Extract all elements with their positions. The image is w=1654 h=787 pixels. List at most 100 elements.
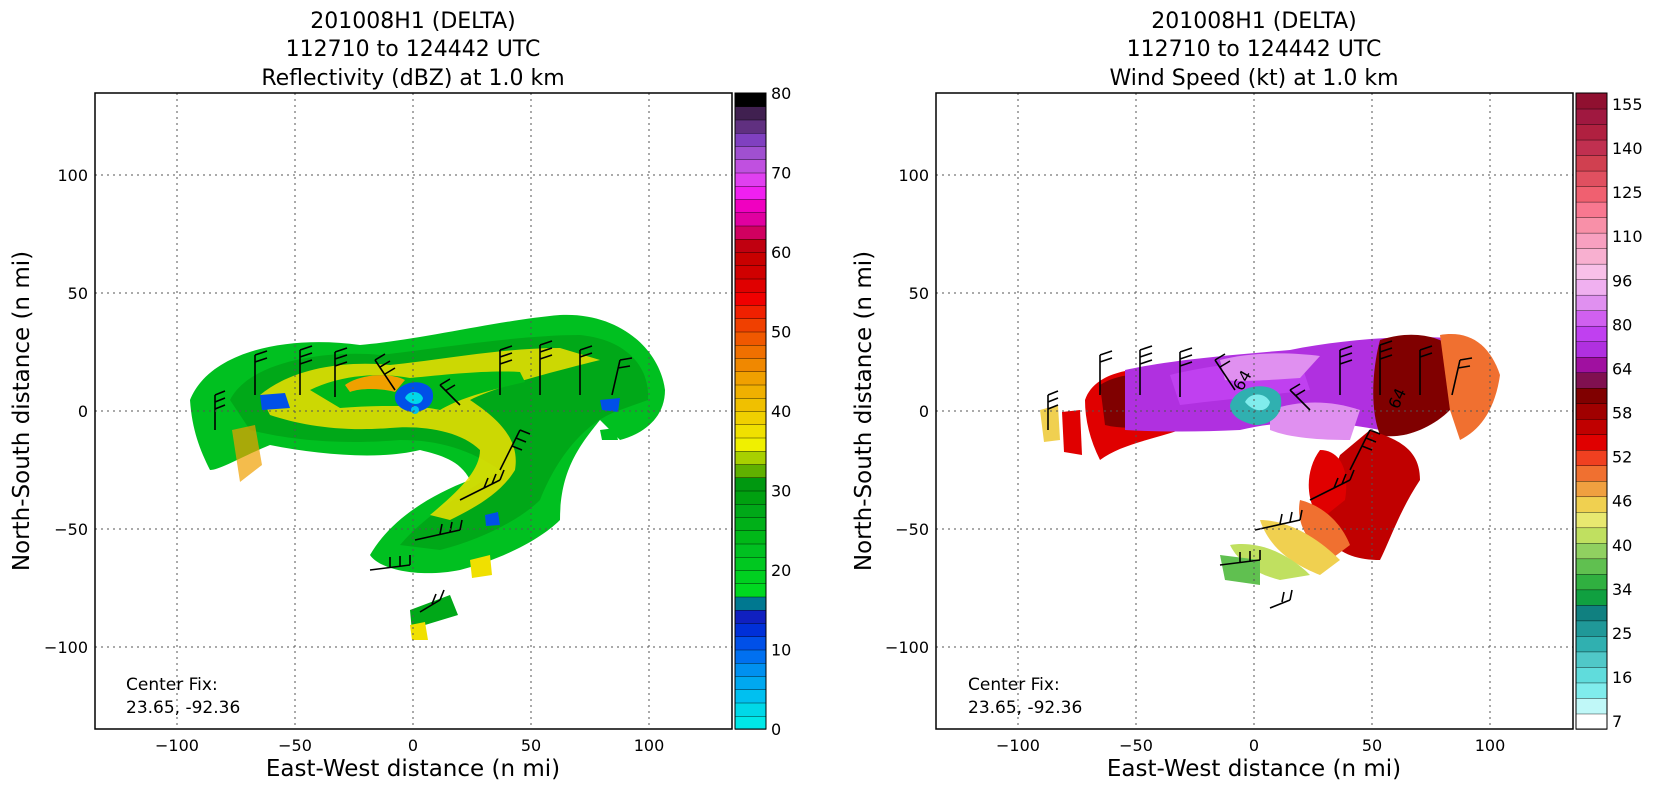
reflectivity-colorbar-swatch [734, 278, 767, 293]
y-tick-label: 0 [919, 402, 929, 421]
reflectivity-colorbar-swatch [734, 596, 767, 611]
x-tick-label: 50 [1362, 736, 1382, 755]
reflectivity-colorbar-frame [734, 92, 767, 730]
wind-colorbar-swatch [1575, 170, 1608, 187]
wind-colorbar-swatch [1575, 278, 1608, 296]
wind-colorbar-tick-label: 25 [1612, 624, 1632, 643]
reflectivity-colorbar-ticks: 0 10 20 30 40 50 60 70 80 [771, 84, 791, 739]
wind-colorbar-swatch [1575, 201, 1608, 218]
reflectivity-colorbar-swatch [734, 384, 767, 399]
wind-colorbar-swatch [1575, 542, 1608, 560]
reflectivity-colorbar-swatch [734, 371, 767, 386]
reflectivity-grid [95, 93, 732, 729]
reflectivity-colorbar-swatch [734, 318, 767, 333]
reflectivity-colorbar-swatch [734, 622, 767, 637]
wind-title-line3: Wind Speed (kt) at 1.0 km [1109, 66, 1398, 91]
reflectivity-colorbar-swatch [734, 503, 767, 518]
wind-colorbar-swatch [1575, 325, 1608, 342]
reflectivity-title-line2: 112710 to 124442 UTC [286, 37, 541, 62]
x-tick-label: −50 [278, 736, 312, 755]
x-tick-label: −50 [1119, 736, 1153, 755]
reflectivity-colorbar-tick-label: 0 [771, 720, 781, 739]
reflectivity-title-line3: Reflectivity (dBZ) at 1.0 km [261, 66, 564, 91]
y-tick-label: 50 [68, 284, 88, 303]
wind-y-axis-label: North-South distance (n mi) [851, 251, 877, 571]
reflectivity-colorbar-swatch [734, 291, 767, 306]
wind-colorbar-swatch [1575, 263, 1608, 280]
wind-colorbar-swatch [1575, 356, 1608, 373]
reflectivity-colorbar-swatch [734, 185, 767, 200]
wind-colorbar-swatch [1575, 573, 1608, 591]
wind-colorbar-swatch [1575, 434, 1608, 451]
reflectivity-plot-frame [94, 92, 733, 730]
wind-colorbar-swatch [1575, 480, 1608, 498]
wind-colorbar-swatch [1575, 682, 1608, 699]
wind-speed-field: 64 64 [1040, 334, 1500, 609]
wind-colorbar-swatch [1575, 403, 1608, 420]
wind-colorbar-tick-label: 34 [1612, 580, 1632, 599]
wind-colorbar-swatch [1575, 154, 1608, 172]
reflectivity-colorbar-swatch [734, 689, 767, 704]
wind-colorbar-swatch [1575, 340, 1608, 358]
reflectivity-colorbar-tick-label: 80 [771, 84, 791, 103]
wind-colorbar-tick-label: 110 [1612, 227, 1643, 246]
y-tick-label: 0 [78, 402, 88, 421]
wind-colorbar-tick-label: 52 [1612, 448, 1632, 467]
reflectivity-colorbar-swatch [734, 569, 767, 584]
reflectivity-colorbar-swatch [734, 397, 767, 412]
wind-colorbar-tick-label: 7 [1612, 712, 1622, 731]
reflectivity-colorbar-swatch [734, 132, 767, 147]
wind-colorbar-swatch [1575, 294, 1608, 311]
reflectivity-y-axis-label: North-South distance (n mi) [9, 251, 35, 571]
y-tick-label: −50 [895, 520, 929, 539]
wind-colorbar-tick-label: 46 [1612, 492, 1632, 511]
wind-colorbar-ticks: 7 16 25 34 40 46 52 58 64 80 96 110 125 140 155 [1612, 95, 1643, 731]
reflectivity-colorbar-swatch [734, 715, 767, 730]
reflectivity-colorbar-swatch [734, 410, 767, 425]
wind-y-ticks: 100 50 0 −50 −100 [885, 166, 929, 657]
reflectivity-colorbar-tick-label: 10 [771, 641, 791, 660]
wind-colorbar-swatch [1575, 713, 1608, 730]
x-tick-label: 50 [521, 736, 541, 755]
reflectivity-colorbar-swatch [734, 265, 767, 280]
y-tick-label: 100 [57, 166, 88, 185]
reflectivity-colorbar-tick-label: 30 [771, 482, 791, 501]
reflectivity-colorbar-swatch [734, 212, 767, 227]
reflectivity-colorbar-swatch [734, 424, 767, 439]
wind-colorbar-swatch [1575, 418, 1608, 435]
reflectivity-colorbar-swatch [734, 251, 767, 266]
wind-grid [936, 93, 1573, 729]
x-tick-label: −100 [155, 736, 199, 755]
wind-colorbar-swatch [1575, 232, 1608, 249]
wind-center-fix-label: Center Fix: [968, 675, 1060, 695]
wind-colorbar-tick-label: 64 [1612, 359, 1632, 378]
wind-plot-frame [935, 92, 1574, 730]
y-tick-label: 100 [898, 166, 929, 185]
wind-colorbar-swatch [1575, 216, 1608, 234]
wind-colorbar-tick-label: 58 [1612, 404, 1632, 423]
reflectivity-colorbar-swatch [734, 543, 767, 558]
reflectivity-colorbar-swatch [734, 675, 767, 690]
wind-colorbar-swatch [1575, 247, 1608, 265]
wind-colorbar-swatch [1575, 511, 1608, 529]
wind-colorbar-swatch [1575, 589, 1608, 606]
wind-colorbar-swatch [1575, 558, 1608, 575]
wind-colorbar-swatch [1575, 697, 1608, 715]
reflectivity-colorbar-swatch [734, 238, 767, 253]
reflectivity-colorbar-swatch [734, 344, 767, 359]
reflectivity-colorbar-swatch [734, 225, 767, 240]
reflectivity-colorbar-tick-label: 40 [771, 402, 791, 421]
reflectivity-colorbar-swatch [734, 556, 767, 571]
wind-title-line1: 201008H1 (DELTA) [1151, 9, 1357, 34]
wind-colorbar-tick-label: 40 [1612, 536, 1632, 555]
reflectivity-colorbar-swatch [734, 702, 767, 717]
x-tick-label: 0 [1249, 736, 1259, 755]
reflectivity-colorbar-swatch [734, 530, 767, 545]
wind-colorbar-tick-label: 16 [1612, 668, 1632, 687]
reflectivity-colorbar-swatch [734, 490, 767, 505]
reflectivity-center-fix-label: Center Fix: [126, 675, 218, 695]
reflectivity-colorbar-swatch [734, 662, 767, 677]
wind-x-ticks: −100 −50 0 50 100 [996, 736, 1505, 755]
wind-colorbar-swatch [1575, 372, 1608, 389]
